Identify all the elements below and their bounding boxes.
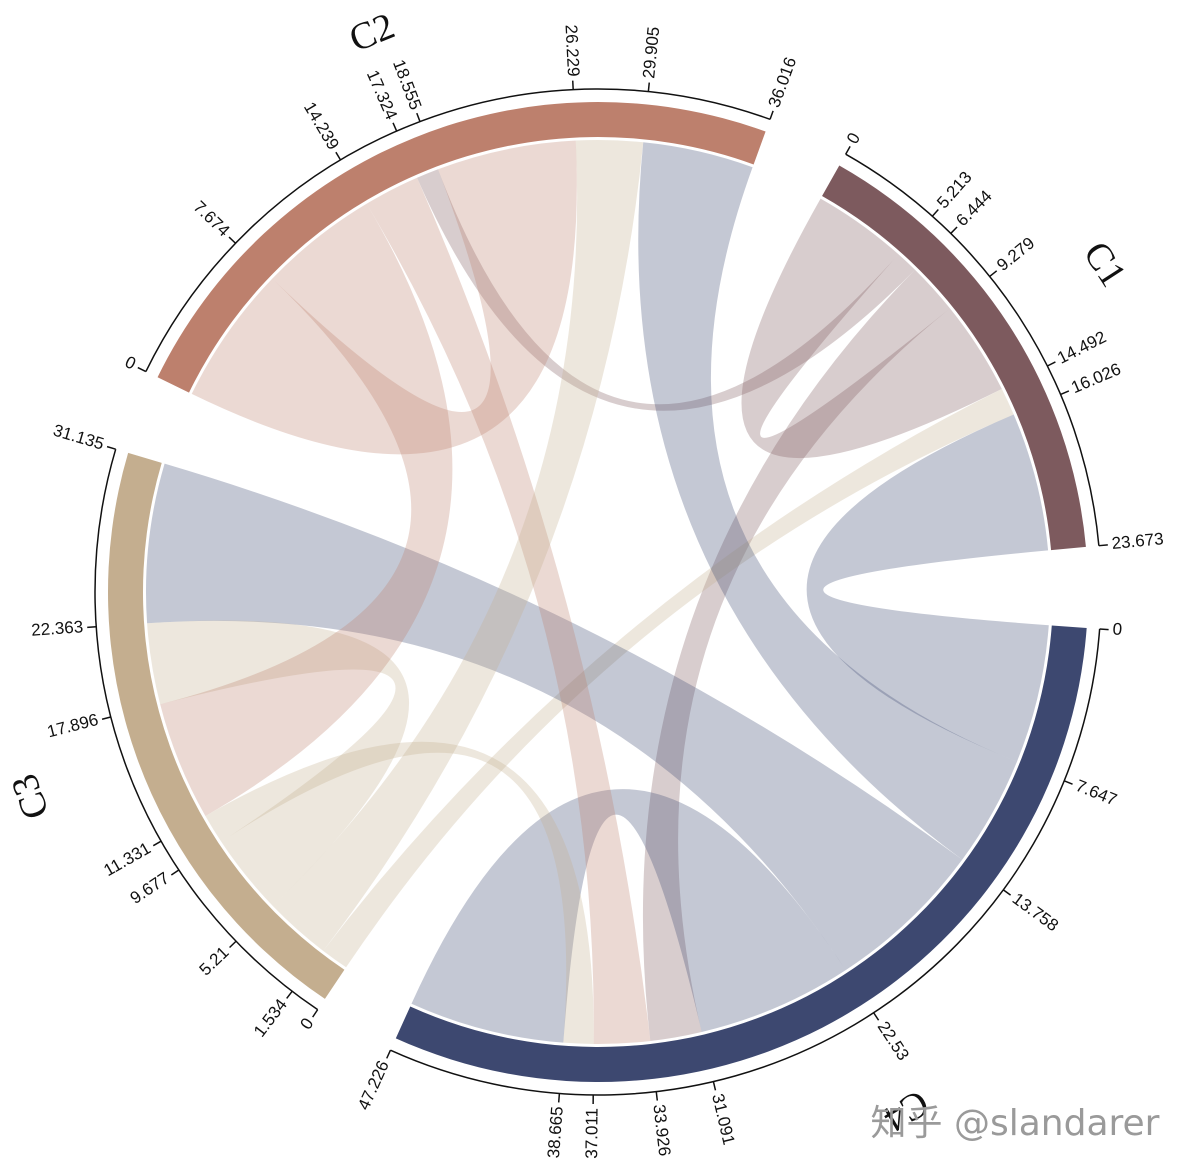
chord-ribbon (417, 169, 915, 411)
chord-ribbon (145, 463, 963, 971)
group-arc (395, 625, 1087, 1083)
tick-mark (101, 716, 111, 720)
tick-mark (989, 270, 998, 278)
group-label: C1 (1075, 234, 1134, 294)
tick-label: 33.926 (649, 1103, 674, 1157)
tick-mark (1060, 390, 1070, 396)
chord-ribbon (741, 198, 1002, 459)
group-arc (822, 165, 1086, 551)
tick-mark (170, 869, 180, 876)
tick-label: 9.677 (127, 868, 173, 907)
tick-label: 37.011 (582, 1108, 601, 1159)
tick-label: 26.229 (562, 24, 584, 77)
tick-mark (873, 1012, 880, 1021)
tick-mark (137, 366, 147, 373)
chord-ribbon (806, 414, 1049, 762)
tick-mark (1047, 361, 1056, 367)
tick-label: 36.016 (765, 55, 801, 110)
chord-ribbon (642, 269, 950, 1041)
tick-label: 31.091 (708, 1092, 738, 1147)
tick-label: 0 (843, 129, 864, 147)
tick-mark (712, 1081, 717, 1091)
tick-label: 38.665 (544, 1106, 567, 1159)
tick-mark (647, 82, 651, 92)
tick-mark (106, 445, 116, 450)
tick-mark (416, 112, 421, 122)
tick-mark (335, 151, 342, 161)
chord-ribbon (147, 620, 410, 906)
axis-arc (94, 448, 319, 1011)
tick-label: 22.363 (31, 617, 84, 640)
tick-label: 16.026 (1068, 359, 1123, 397)
tick-label: 29.905 (639, 26, 663, 80)
tick-mark (1099, 628, 1109, 631)
tick-label: 17.896 (45, 710, 100, 741)
chord-ribbon (411, 789, 846, 1043)
watermark: 知乎 @slandarer (871, 1103, 1160, 1144)
tick-mark (386, 1049, 392, 1059)
tick-label: 11.331 (101, 839, 154, 881)
tick-mark (769, 110, 774, 120)
tick-mark (845, 146, 851, 155)
group-arc (157, 102, 766, 393)
group-label: C3 (3, 769, 58, 825)
tick-mark (1063, 780, 1073, 785)
tick-mark (228, 236, 237, 244)
tick-mark (1002, 889, 1012, 896)
tick-label: 7.674 (190, 197, 234, 240)
tick-label: 47.226 (354, 1058, 393, 1113)
tick-label: 9.279 (993, 233, 1038, 274)
tick-mark (557, 1093, 561, 1103)
tick-mark (931, 208, 939, 217)
chord-ribbon (638, 142, 1017, 860)
tick-label: 14.492 (1054, 327, 1109, 367)
chord-ribbon (366, 177, 651, 1044)
axis-arc (390, 628, 1101, 1096)
tick-mark (87, 626, 97, 629)
tick-mark (950, 226, 958, 234)
links (145, 140, 1049, 1044)
group-arc (108, 452, 345, 999)
tick-label: 0 (1112, 619, 1123, 639)
tick-mark (312, 1009, 319, 1018)
tick-label: 5.21 (196, 943, 233, 980)
tick-label: 0 (296, 1015, 317, 1033)
tick-mark (286, 990, 293, 999)
tick-mark (229, 940, 237, 949)
tick-mark (655, 1091, 659, 1101)
chord-ribbon (272, 140, 644, 951)
tick-label: 31.135 (51, 421, 106, 454)
tick-mark (392, 122, 398, 132)
group-label: C2 (344, 5, 401, 61)
axis-arc (845, 153, 1100, 546)
tick-label: 13.758 (1009, 889, 1062, 935)
chord-ribbon (160, 203, 453, 816)
tick-label: 7.647 (1073, 776, 1120, 810)
tick-label: 23.673 (1111, 529, 1165, 553)
tick-label: 14.239 (300, 99, 343, 153)
tick-label: 0 (122, 352, 139, 373)
chord-ribbon (191, 140, 577, 455)
tick-mark (152, 840, 162, 847)
tick-label: 22.53 (874, 1018, 913, 1064)
axis-arc (145, 88, 771, 372)
tick-mark (1098, 544, 1108, 547)
tick-label: 1.534 (250, 995, 291, 1040)
